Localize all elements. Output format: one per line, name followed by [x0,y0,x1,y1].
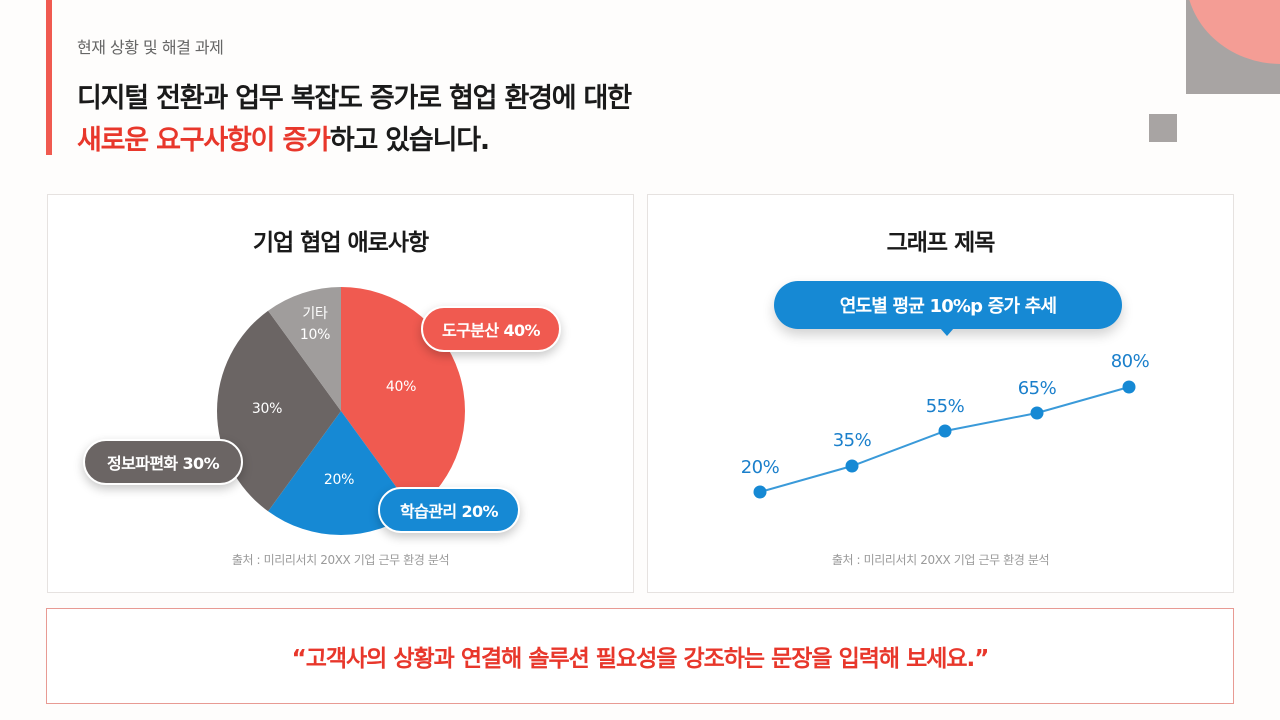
slice-etc [268,287,341,411]
page-headline: 디지털 전환과 업무 복잡도 증가로 협업 환경에 대한 새로운 요구사항이 증… [77,78,632,162]
slice-label-etc-value: 10% [299,327,331,343]
point-label: 35% [832,430,872,451]
slice-label-tools: 40% [385,379,417,395]
point-label: 80% [1110,351,1150,372]
decorative-square [1149,114,1177,142]
decorative-circle [1186,0,1280,64]
line-chart [753,380,1136,499]
data-point [1030,406,1044,420]
callout-tools: 도구분산 40% [421,306,561,352]
quote-text: “고객사의 상황과 연결해 솔루션 필요성을 강조하는 문장을 입력해 보세요.… [291,646,990,672]
point-label: 20% [740,457,780,478]
headline-rest: 하고 있습니다. [329,125,490,156]
line-chart-panel: 그래프 제목 연도별 평균 10%p 증가 추세 20% 35% 55% 65%… [647,194,1234,593]
accent-bar [46,0,52,155]
headline-line-2: 새로운 요구사항이 증가하고 있습니다. [77,120,631,162]
callout-learning: 학습관리 20% [378,487,520,533]
trend-bubble: 연도별 평균 10%p 증가 추세 [774,281,1122,329]
slice-label-etc: 기타 10% [290,304,340,346]
data-point [1122,380,1136,394]
pie-chart [217,287,465,535]
data-point [845,459,859,473]
slice-learning [268,411,414,535]
headline-line-1: 디지털 전환과 업무 복잡도 증가로 협업 환경에 대한 [77,83,632,114]
pie-source: 출처 : 미리리서치 20XX 기업 근무 환경 분석 [231,553,450,567]
decorative-block [1186,0,1280,94]
pie-chart-panel: 기업 협업 애로사항 40% 20% 30% 기타 10% 도구분산 40% 정… [47,194,634,593]
headline-highlight: 새로운 요구사항이 증가 [77,125,331,156]
slice-label-learning: 20% [323,472,355,488]
quote-box: “고객사의 상황과 연결해 솔루션 필요성을 강조하는 문장을 입력해 보세요.… [46,608,1234,704]
pie-chart-title: 기업 협업 애로사항 [252,230,429,256]
point-label: 65% [1017,378,1057,399]
section-subtitle: 현재 상황 및 해결 과제 [77,38,224,57]
slice-info [217,310,341,512]
bubble-tail [940,328,954,336]
callout-info: 정보파편화 30% [83,439,243,485]
data-point [753,485,767,499]
slice-label-etc-name: 기타 [302,306,328,322]
point-label: 55% [925,396,965,417]
slice-label-info: 30% [251,401,283,417]
line-source: 출처 : 미리리서치 20XX 기업 근무 환경 분석 [831,553,1050,567]
line-chart-title: 그래프 제목 [886,230,996,256]
data-point [938,424,952,438]
